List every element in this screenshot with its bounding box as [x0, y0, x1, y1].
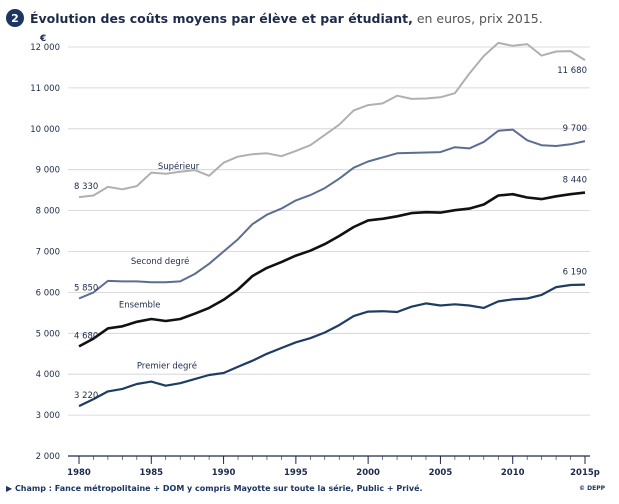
y-tick-label: 2 000 [36, 452, 60, 462]
x-tick-label: 1980 [67, 468, 91, 478]
series-line-second-degre [78, 128, 586, 300]
y-tick-label: 6 000 [36, 288, 60, 298]
series-name-premier-degre: Premier degré [137, 360, 197, 371]
source-credit: © DEPP [579, 485, 605, 492]
end-value-superieur: 11 680 [557, 66, 587, 76]
x-tick-label: 2015p [570, 468, 600, 478]
y-tick-label: 11 000 [30, 84, 60, 94]
y-tick-label: 4 000 [36, 370, 60, 380]
series-lines [78, 41, 586, 408]
title-subtitle: en euros, prix 2015. [416, 10, 543, 26]
y-tick-label: 9 000 [36, 166, 60, 176]
x-tick-label: 1995 [284, 468, 308, 478]
y-tick-label: 12 000 [30, 43, 60, 53]
y-tick-label: 8 000 [36, 207, 60, 217]
figure-number-badge: 2 [6, 9, 24, 27]
end-value-second-degre: 9 700 [563, 124, 587, 134]
end-value-premier-degre: 6 190 [563, 268, 587, 278]
series-line-premier-degre [78, 283, 586, 408]
chart-title: 2 Évolution des coûts moyens par élève e… [6, 8, 543, 28]
series-name-ensemble: Ensemble [119, 301, 161, 311]
end-value-ensemble: 8 440 [563, 176, 587, 186]
x-tick-label: 2005 [429, 468, 453, 478]
series-name-second-degre: Second degré [131, 256, 190, 267]
series-line-superieur [78, 41, 586, 199]
start-value-second-degre: 5 850 [74, 284, 98, 294]
x-tick-label: 1990 [212, 468, 236, 478]
series-line-ensemble [78, 191, 586, 348]
axes: 2 000 3 000 4 000 5 000 6 000 7 000 8 000 9 000… [30, 34, 600, 478]
y-tick-label: 3 000 [36, 411, 60, 421]
gridlines [68, 46, 590, 416]
series-name-superieur: Supérieur [158, 161, 200, 172]
title-main: Évolution des coûts moyens par élève et … [30, 10, 413, 26]
start-value-premier-degre: 3 220 [74, 391, 98, 401]
series-labels: Supérieur Second degré Ensemble Premier deg… [74, 66, 587, 401]
x-tick-label: 1985 [139, 468, 163, 478]
start-value-ensemble: 4 680 [74, 331, 98, 341]
x-tick-label: 2000 [356, 468, 380, 478]
start-value-superieur: 8 330 [74, 182, 98, 192]
y-tick-label: 10 000 [30, 125, 60, 135]
y-axis-label: € [39, 34, 46, 44]
y-tick-label: 5 000 [36, 329, 60, 339]
y-tick-label: 7 000 [36, 248, 60, 258]
x-tick-label: 2010 [501, 468, 525, 478]
footnote: ▶ Champ : Fance métropolitaine + DOM y c… [6, 484, 423, 493]
